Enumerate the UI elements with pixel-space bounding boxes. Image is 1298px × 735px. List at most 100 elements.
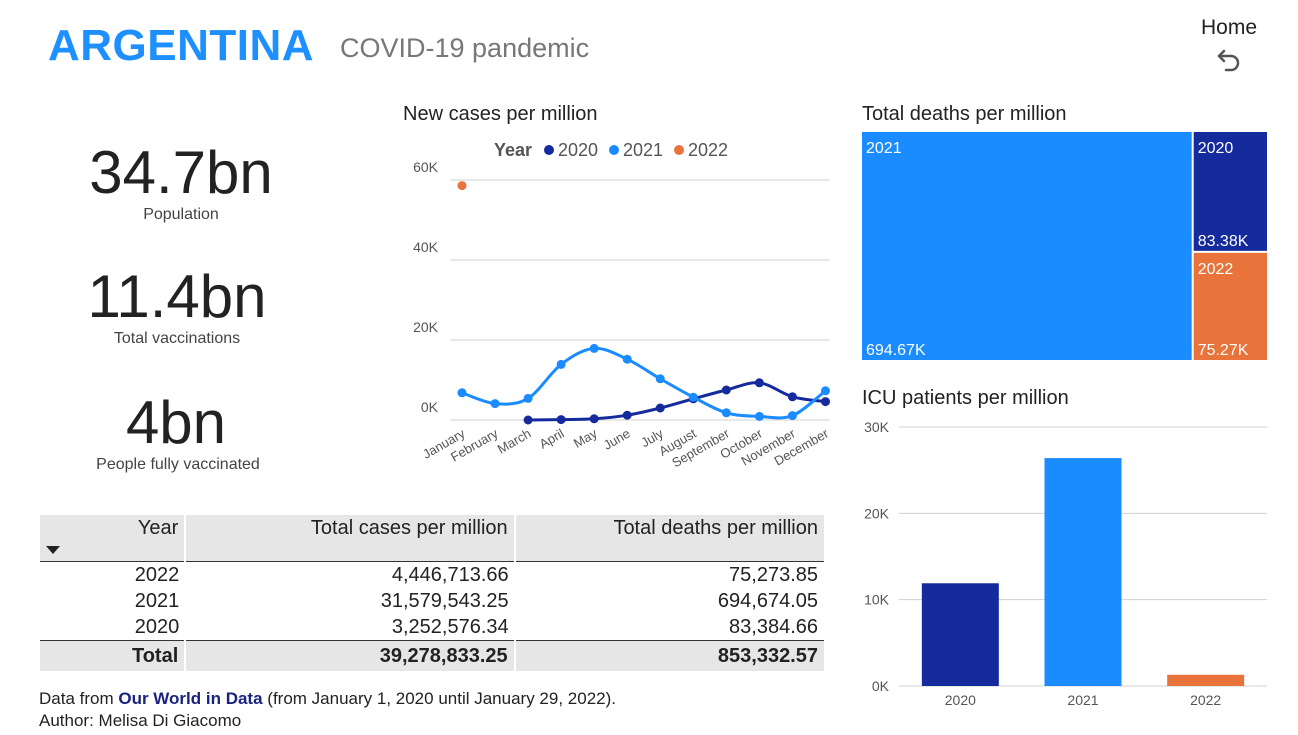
x-tick-label: June bbox=[601, 426, 633, 453]
x-tick-label: 2022 bbox=[1190, 692, 1221, 708]
x-tick-label: 2020 bbox=[945, 692, 976, 708]
y-tick-label: 20K bbox=[413, 319, 439, 335]
sort-desc-icon[interactable] bbox=[46, 546, 60, 555]
treemap-tile-2020 bbox=[1193, 132, 1267, 251]
data-point-2021 bbox=[589, 343, 599, 353]
y-tick-label: 60K bbox=[413, 159, 439, 175]
table-cell-deaths: 694,674.05 bbox=[717, 589, 818, 612]
kpi-population-value: 34.7bn bbox=[89, 139, 273, 206]
table-total-cases: 39,278,833.25 bbox=[185, 640, 516, 671]
legend-marker-2022 bbox=[674, 145, 684, 155]
table-total-deaths: 853,332.57 bbox=[514, 640, 824, 671]
table-row: 2022 4,446,713.66 75,273.85 bbox=[40, 562, 824, 589]
line-chart-title: New cases per million bbox=[403, 103, 598, 125]
treemap-tile-value: 83.38K bbox=[1198, 233, 1249, 250]
treemap-title: Total deaths per million bbox=[862, 103, 1067, 125]
treemap-tile-value: 75.27K bbox=[1198, 342, 1249, 359]
column-header-total-cases[interactable]: Total cases per million bbox=[185, 515, 516, 562]
data-point-2020 bbox=[820, 397, 830, 407]
data-point-2021 bbox=[457, 388, 467, 398]
table-row: 2021 31,579,543.25 694,674.05 bbox=[40, 588, 824, 614]
treemap-tile-2021 bbox=[862, 132, 1192, 360]
table-cell-cases: 31,579,543.25 bbox=[380, 589, 509, 612]
our-world-in-data-link[interactable]: Our World in Data bbox=[118, 689, 263, 708]
table-cell-cases: 3,252,576.34 bbox=[391, 615, 509, 638]
table-cell-deaths: 83,384.66 bbox=[729, 615, 818, 638]
legend-title: Year bbox=[494, 140, 532, 160]
legend-marker-2021 bbox=[609, 145, 619, 155]
data-point-2020 bbox=[523, 415, 533, 425]
bar-2022 bbox=[1167, 674, 1245, 686]
home-label: Home bbox=[1200, 16, 1258, 39]
bar-2021 bbox=[1044, 458, 1122, 686]
table-row: 2020 3,252,576.34 83,384.66 bbox=[40, 614, 824, 641]
treemap-tile-label: 2021 bbox=[866, 140, 902, 157]
column-header-year[interactable]: Year bbox=[40, 515, 187, 562]
data-point-2021 bbox=[490, 399, 500, 409]
y-tick-label: 10K bbox=[864, 592, 890, 608]
data-point-2020 bbox=[589, 414, 599, 424]
x-tick-label: March bbox=[495, 426, 534, 457]
table-total-label: Total bbox=[40, 640, 187, 671]
undo-arrow-icon bbox=[1217, 49, 1240, 72]
legend-marker-2020 bbox=[544, 145, 554, 155]
x-tick-label: 2021 bbox=[1067, 692, 1098, 708]
y-tick-label: 40K bbox=[413, 239, 439, 255]
data-source-line: Data from Our World in Data (from Januar… bbox=[39, 688, 616, 710]
data-point-2021 bbox=[721, 408, 731, 418]
column-header-total-deaths[interactable]: Total deaths per million bbox=[514, 515, 824, 562]
line-chart[interactable]: Year 2020 2021 20220K20K40K60KJanuaryFebrua… bbox=[390, 130, 840, 490]
kpi-fully-vaccinated-value: 4bn bbox=[125, 389, 227, 456]
treemap-tile-label: 2020 bbox=[1198, 140, 1234, 157]
treemap-chart[interactable]: 2021 694.67K 2020 83.38K 2022 75.27K bbox=[862, 132, 1267, 360]
table-cell-cases: 4,446,713.66 bbox=[391, 563, 509, 586]
table-total-row: Total 39,278,833.25 853,332.57 bbox=[40, 640, 824, 671]
bar-chart[interactable]: 0K 10K 20K 30K 2020 2021 2022 bbox=[855, 415, 1275, 715]
author-line: Author: Melisa Di Giacomo bbox=[39, 711, 242, 730]
treemap-tile-label: 2022 bbox=[1198, 261, 1234, 278]
series-line-2021 bbox=[461, 346, 827, 420]
country-title: ARGENTINA bbox=[48, 21, 315, 70]
data-point-2020 bbox=[655, 403, 665, 413]
legend-label-2021: 2021 bbox=[623, 140, 663, 160]
series-line-2020 bbox=[528, 381, 826, 422]
y-tick-label: 30K bbox=[864, 419, 890, 435]
x-tick-label: May bbox=[571, 425, 600, 451]
kpi-vaccinations-value: 11.4bn bbox=[87, 263, 267, 330]
y-tick-label: 0K bbox=[872, 678, 890, 694]
data-source-suffix: (from January 1, 2020 until January 29, … bbox=[262, 689, 616, 708]
table-cell-year: 2020 bbox=[134, 615, 180, 638]
data-point-2021 bbox=[523, 393, 533, 403]
y-tick-label: 20K bbox=[864, 505, 890, 521]
data-point-2020 bbox=[787, 392, 797, 402]
data-point-2022 bbox=[457, 181, 467, 191]
table-cell-year: 2021 bbox=[134, 589, 180, 612]
home-button[interactable]: Home bbox=[1196, 16, 1262, 74]
table-cell-deaths: 75,273.85 bbox=[729, 563, 818, 586]
legend-label-2020: 2020 bbox=[558, 140, 598, 160]
kpi-vaccinations-label: Total vaccinations bbox=[113, 330, 241, 347]
data-point-2021 bbox=[754, 411, 764, 421]
table-cell-year: 2022 bbox=[134, 563, 180, 586]
treemap-tile-value: 694.67K bbox=[866, 342, 926, 359]
data-point-2021 bbox=[556, 359, 566, 369]
bar-chart-title: ICU patients per million bbox=[862, 387, 1069, 409]
table-header-row: Year Total cases per million Total death… bbox=[40, 515, 824, 562]
footer-note: Data from Our World in Data (from Januar… bbox=[39, 688, 616, 732]
data-point-2021 bbox=[688, 392, 698, 402]
y-tick-label: 0K bbox=[421, 399, 439, 415]
kpi-fully-vaccinated-label: People fully vaccinated bbox=[96, 456, 260, 473]
page-subtitle: COVID-19 pandemic bbox=[340, 33, 590, 63]
summary-table: Year Total cases per million Total death… bbox=[40, 515, 824, 671]
x-tick-label: April bbox=[537, 426, 567, 452]
data-point-2020 bbox=[754, 378, 764, 388]
kpi-population-label: Population bbox=[143, 206, 219, 223]
data-point-2020 bbox=[622, 410, 632, 420]
data-point-2020 bbox=[721, 385, 731, 395]
data-point-2020 bbox=[556, 415, 566, 425]
data-point-2021 bbox=[622, 354, 632, 364]
bar-2020 bbox=[921, 583, 999, 686]
legend-label-2022: 2022 bbox=[688, 140, 728, 160]
column-header-year-label: Year bbox=[137, 517, 179, 539]
data-source-prefix: Data from bbox=[39, 689, 119, 708]
